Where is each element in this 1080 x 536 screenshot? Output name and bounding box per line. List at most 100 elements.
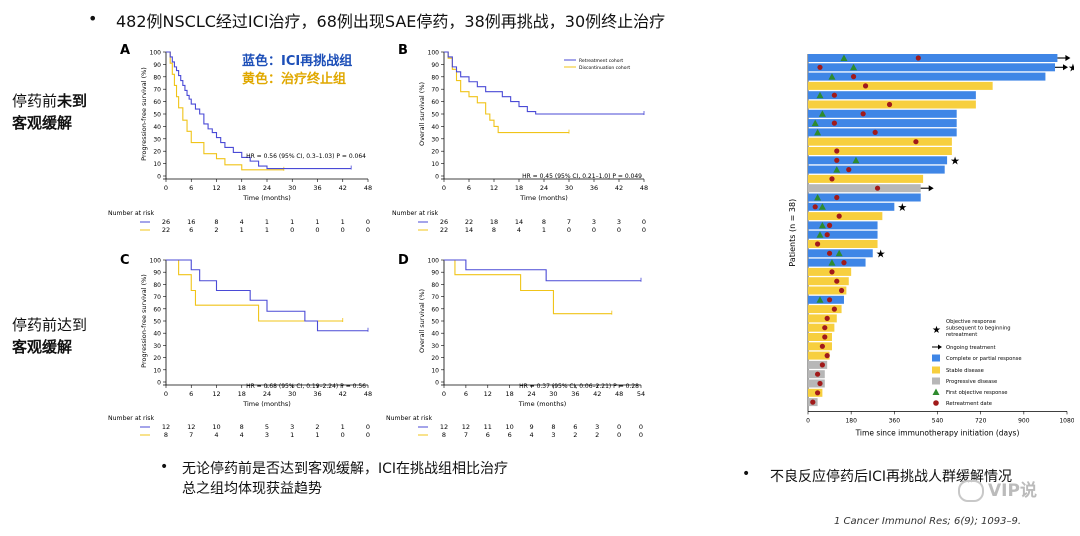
panel-b-hr-text: HR = 0.45 (95% CI, 0.21–1.0) P = 0.049 bbox=[522, 173, 642, 180]
panel-c-letter: C bbox=[120, 253, 130, 268]
panel-a-xtick-label: 30 bbox=[288, 184, 296, 192]
panel-a-ylabel: Progression-free survival (%) bbox=[140, 67, 148, 161]
panel-d-ytick-label: 40 bbox=[431, 331, 439, 338]
swimmer-retreatment-marker bbox=[831, 306, 837, 312]
swimmer-retreatment-marker bbox=[838, 287, 845, 294]
swimmer-bar bbox=[808, 54, 1058, 62]
row-label-1-line2: 客观缓解 bbox=[12, 114, 73, 132]
citation: 1 Cancer Immunol Res; 6(9); 1093–9. bbox=[834, 516, 1022, 527]
swimmer-first-response-marker bbox=[814, 194, 822, 201]
swimmer-legend-label: Complete or partial response bbox=[946, 356, 1022, 362]
row-label-2-pre: 停药前达到 bbox=[12, 316, 88, 334]
panel-b-xtick-label: 36 bbox=[590, 184, 598, 192]
panel-c-risk-value-retreat: 5 bbox=[265, 423, 269, 431]
swimmer-retreatment-marker bbox=[862, 83, 869, 89]
panel-b-risk-value-retreat: 3 bbox=[592, 218, 596, 226]
swimmer-retreatment-marker bbox=[814, 241, 821, 247]
panel-c-hr-text: HR = 0.68 (95% CI, 0.19–2.24) P = 0.56 bbox=[246, 383, 366, 390]
panel-d-ytick-label: 70 bbox=[431, 294, 439, 301]
panel-d-risk-value-discont: 6 bbox=[486, 431, 490, 439]
panel-c-ytick-label: 90 bbox=[153, 270, 161, 277]
panel-d-xtick-label: 24 bbox=[527, 390, 535, 398]
panel-b-ytick-label: 20 bbox=[431, 149, 439, 156]
panel-c-ytick-label: 20 bbox=[153, 355, 161, 362]
panel-a-ytick-label: 100 bbox=[150, 50, 162, 57]
watermark-text: VIP说 bbox=[988, 481, 1037, 501]
panel-c-risk-value-retreat: 2 bbox=[315, 423, 319, 431]
panel-b-xtick-label: 42 bbox=[615, 184, 623, 192]
swimmer-bar bbox=[808, 147, 952, 155]
panel-a-ytick-label: 50 bbox=[153, 112, 161, 119]
swimmer-first-response-marker bbox=[814, 128, 822, 136]
swimmer-legend-label-line: retreatment bbox=[946, 332, 977, 338]
swimmer-bar bbox=[808, 379, 825, 388]
panel-d-risk-value-retreat: 11 bbox=[484, 423, 492, 431]
panel-c-risk-value-discont: 1 bbox=[290, 431, 294, 439]
panel-d-risk-value-retreat: 12 bbox=[440, 423, 448, 431]
swimmer-retreatment-marker bbox=[826, 222, 833, 228]
panel-a-xtick-label: 12 bbox=[212, 184, 220, 192]
swimmer-first-response-marker bbox=[828, 73, 836, 80]
panel-a-risk-value-discont: 0 bbox=[341, 226, 345, 234]
panel-d-risk-value-discont: 2 bbox=[573, 431, 577, 439]
panel-b-risk-value-retreat: 14 bbox=[515, 218, 523, 226]
panel-a-ytick-label: 20 bbox=[153, 149, 161, 156]
panel-b-risk-value-discont: 1 bbox=[542, 226, 546, 234]
panel-d-hr-text: HR = 0.37 (95% CI, 0.06–2.21) P = 0.28 bbox=[519, 383, 639, 390]
panel-b-ytick-label: 100 bbox=[428, 50, 440, 57]
panel-d-risk-value-discont: 7 bbox=[464, 431, 468, 439]
panel-b-letter: B bbox=[398, 43, 408, 58]
swimmer-xtick-label: 540 bbox=[932, 417, 944, 424]
panel-a-risk-value-retreat: 1 bbox=[265, 218, 269, 226]
footer-right-bullet: • bbox=[742, 466, 751, 482]
panel-c-risk-value-discont: 8 bbox=[164, 431, 168, 439]
panel-a-risk-value-retreat: 26 bbox=[162, 218, 170, 226]
panel-c-xtick-label: 18 bbox=[238, 390, 246, 398]
swimmer-retreatment-marker bbox=[841, 260, 847, 266]
panel-b-risk-value-retreat: 22 bbox=[465, 218, 473, 226]
panel-d-risk-value-retreat: 3 bbox=[595, 423, 599, 431]
panel-d-risk-value-discont: 8 bbox=[442, 431, 446, 439]
panel-a-risk-value-discont: 1 bbox=[265, 226, 269, 234]
panel-c-risk-value-discont: 0 bbox=[341, 431, 345, 439]
panel-a-xtick-label: 42 bbox=[339, 184, 347, 192]
swimmer-retreatment-marker bbox=[834, 278, 840, 284]
swimmer-first-response-marker bbox=[833, 166, 841, 173]
swimmer-xtick-label: 180 bbox=[845, 417, 857, 424]
panel-d-risk-value-retreat: 0 bbox=[617, 423, 621, 431]
swimmer-legend-star: ★ bbox=[932, 325, 941, 336]
swimmer-star-marker: ★ bbox=[897, 201, 907, 214]
panel-a-curve-discont bbox=[166, 51, 284, 171]
panel-d-risk-value-discont: 6 bbox=[508, 431, 512, 439]
panel-d-ytick-label: 50 bbox=[431, 319, 439, 326]
swimmer-bar bbox=[808, 193, 921, 202]
panel-c-xtick-label: 42 bbox=[339, 390, 347, 398]
swimmer-retreatment-marker bbox=[824, 315, 830, 321]
swimmer-ongoing-arrow-head bbox=[1065, 55, 1071, 61]
panel-b-risk-value-retreat: 26 bbox=[440, 218, 448, 226]
swimmer-retreatment-marker bbox=[826, 250, 833, 256]
swimmer-ongoing-arrow-head bbox=[928, 185, 934, 192]
swimmer-retreatment-marker bbox=[812, 204, 818, 210]
panel-b-xtick-label: 0 bbox=[442, 184, 446, 192]
swimmer-first-response-marker bbox=[828, 259, 836, 266]
swimmer-bar bbox=[808, 91, 976, 100]
swimmer-first-response-marker bbox=[816, 231, 824, 238]
swimmer-retreatment-marker bbox=[872, 129, 878, 135]
panel-a-xtick-label: 18 bbox=[238, 184, 246, 192]
swimmer-retreatment-marker bbox=[824, 232, 830, 238]
panel-d-xtick-label: 48 bbox=[615, 390, 623, 398]
footer-right: 不良反应停药后ICI再挑战人群缓解情况 bbox=[770, 469, 1013, 485]
panel-b-risk-value-discont: 0 bbox=[567, 226, 571, 234]
panel-a-risk-value-retreat: 1 bbox=[341, 218, 345, 226]
panel-a-risk-value-discont: 0 bbox=[315, 226, 319, 234]
panel-b-ytick-label: 0 bbox=[435, 174, 439, 181]
panel-c-ytick-label: 100 bbox=[150, 258, 162, 265]
swimmer-legend-label: Progressive disease bbox=[946, 379, 997, 385]
swimmer-bar bbox=[808, 184, 921, 193]
panel-b-xtick-label: 12 bbox=[490, 184, 498, 192]
row-label-1-bold: 未到 bbox=[57, 92, 88, 110]
panel-d-xtick-label: 36 bbox=[571, 390, 579, 398]
panel-b-legend-label-retreat: Retreatment cohort bbox=[579, 58, 623, 64]
